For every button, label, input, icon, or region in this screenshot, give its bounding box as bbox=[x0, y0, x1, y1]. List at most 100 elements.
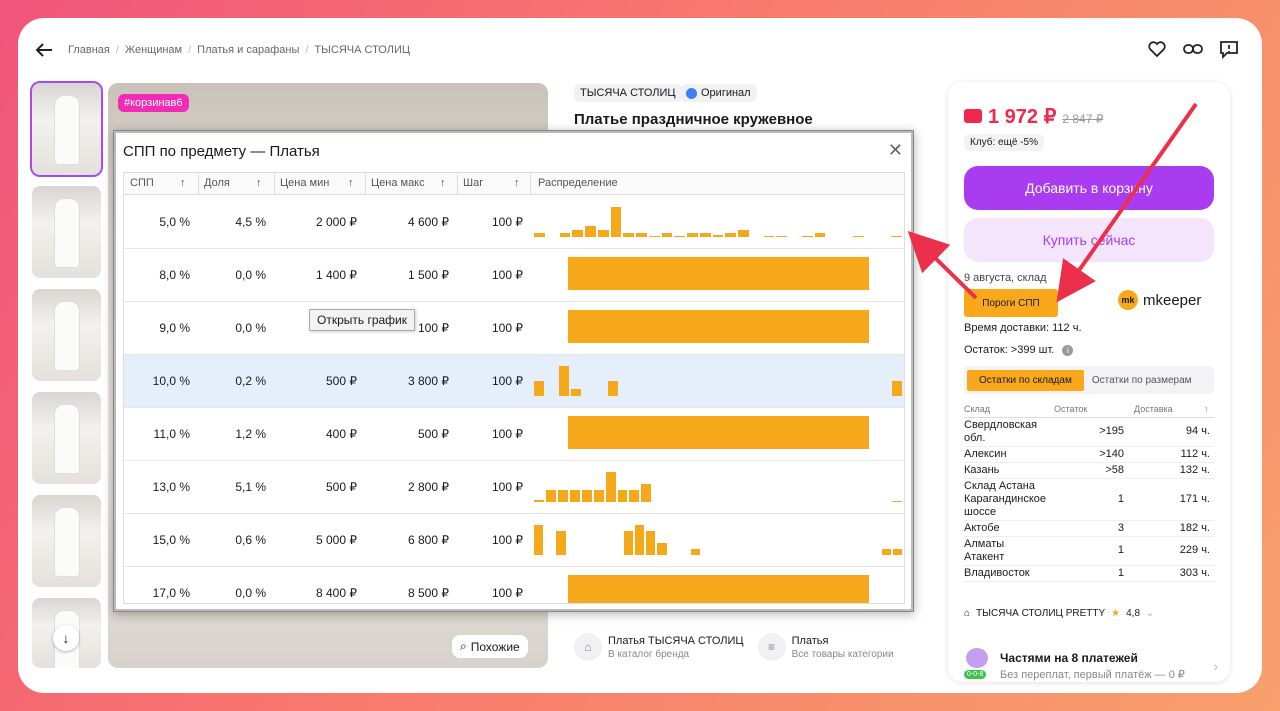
distribution-bar bbox=[623, 233, 635, 237]
spp-thresholds-button[interactable]: Пороги СПП bbox=[964, 289, 1058, 317]
distribution-bar bbox=[648, 235, 660, 237]
breadcrumb-item[interactable]: ТЫСЯЧА СТОЛИЦ bbox=[314, 44, 410, 56]
table-row: Алексин >140 112 ч. bbox=[964, 447, 1214, 463]
store-icon: ⌂ bbox=[964, 608, 971, 619]
breadcrumb-item[interactable]: Главная bbox=[68, 44, 110, 56]
thumbnail[interactable] bbox=[32, 186, 101, 278]
price-block: 1 972 ₽ 2 847 ₽ bbox=[964, 104, 1103, 129]
top-actions bbox=[1146, 38, 1240, 60]
distribution-bar bbox=[892, 501, 902, 502]
buy-now-button[interactable]: Купить сейчас bbox=[964, 218, 1214, 262]
table-row[interactable]: 8,0 % 0,0 % 1 400 ₽ 1 500 ₽ 100 ₽ bbox=[124, 249, 904, 302]
distribution-bar bbox=[608, 381, 619, 396]
table-row[interactable]: 10,0 % 0,2 % 500 ₽ 3 800 ₽ 100 ₽ bbox=[124, 355, 904, 408]
distribution-bar bbox=[568, 416, 869, 449]
check-badge-icon bbox=[686, 87, 697, 99]
spp-cell: 11,0 % bbox=[153, 427, 190, 441]
link-icon[interactable] bbox=[1182, 38, 1204, 60]
table-header: СПП ↑ Доля ↑ Цена мин ↑ Цена макс ↑ Шаг … bbox=[124, 173, 904, 195]
table-row[interactable]: 11,0 % 1,2 % 400 ₽ 500 ₽ 100 ₽ bbox=[124, 408, 904, 461]
table-row[interactable]: 15,0 % 0,6 % 5 000 ₽ 6 800 ₽ 100 ₽ bbox=[124, 514, 904, 567]
step-cell: 100 ₽ bbox=[492, 427, 523, 441]
tab-warehouses[interactable]: Остатки по складам bbox=[967, 369, 1084, 391]
distribution-bar bbox=[636, 233, 647, 237]
installments-icon: 0-0-8 bbox=[964, 648, 990, 684]
thumbnail[interactable] bbox=[30, 81, 103, 177]
col-header-step[interactable]: Шаг bbox=[463, 177, 484, 189]
mkeeper-icon: mk bbox=[1118, 290, 1138, 310]
similar-button[interactable]: ⌕ Похожие bbox=[452, 635, 528, 658]
brand-tag[interactable]: ТЫСЯЧА СТОЛИЦ bbox=[574, 84, 682, 102]
distribution-bar bbox=[569, 490, 580, 502]
sort-icon[interactable]: ↑ bbox=[440, 177, 446, 189]
col-header-share[interactable]: Доля bbox=[204, 177, 230, 189]
min-price-cell: 500 ₽ bbox=[326, 480, 357, 494]
mkeeper-logo[interactable]: mk mkeeper bbox=[1118, 290, 1201, 310]
share-cell: 0,0 % bbox=[235, 268, 266, 282]
share-cell: 4,5 % bbox=[235, 215, 266, 229]
col-header-distribution[interactable]: Распределение bbox=[538, 177, 618, 189]
breadcrumb-item[interactable]: Платья и сарафаны bbox=[197, 44, 300, 56]
warehouse-table: Склад Остаток Доставка ↑ Свердловская об… bbox=[964, 404, 1214, 582]
installments-block[interactable]: 0-0-8 Частями на 8 платежей Без переплат… bbox=[964, 648, 1218, 684]
seller-info[interactable]: ⌂ ТЫСЯЧА СТОЛИЦ PRETTY ★ 4,8 ⌄ bbox=[964, 608, 1155, 619]
col-header-min[interactable]: Цена мин bbox=[280, 177, 330, 189]
sort-icon[interactable]: ↑ bbox=[180, 177, 186, 189]
max-price-cell: 8 500 ₽ bbox=[408, 586, 449, 600]
report-icon[interactable] bbox=[1218, 38, 1240, 60]
breadcrumb: Главная / Женщинам / Платья и сарафаны /… bbox=[68, 44, 410, 56]
dress-photo bbox=[54, 198, 80, 268]
tab-sizes[interactable]: Остатки по размерам bbox=[1091, 374, 1192, 386]
sort-icon[interactable]: ↑ bbox=[348, 177, 354, 189]
original-badge: Оригинал bbox=[680, 84, 757, 102]
category-link[interactable]: ≡ Платья Все товары категории bbox=[757, 633, 894, 661]
distribution-bar bbox=[891, 381, 902, 396]
step-cell: 100 ₽ bbox=[492, 586, 523, 600]
scroll-down-icon[interactable]: ↓ bbox=[53, 625, 79, 651]
distribution-bar bbox=[559, 233, 571, 237]
heart-icon[interactable] bbox=[1146, 38, 1168, 60]
brand-catalog-link[interactable]: ⌂ Платья ТЫСЯЧА СТОЛИЦ В каталог бренда bbox=[574, 633, 744, 661]
table-row[interactable]: 13,0 % 5,1 % 500 ₽ 2 800 ₽ 100 ₽ bbox=[124, 461, 904, 514]
spp-cell: 10,0 % bbox=[152, 374, 190, 388]
distribution-bar bbox=[657, 543, 667, 555]
info-icon[interactable]: i bbox=[1062, 344, 1074, 356]
thumbnail[interactable] bbox=[32, 392, 101, 484]
distribution-bar bbox=[571, 388, 582, 396]
thumbnail[interactable] bbox=[32, 289, 101, 381]
min-price-cell: 500 ₽ bbox=[326, 374, 357, 388]
promo-tag: #корзинав6 bbox=[118, 94, 189, 112]
distribution-bar bbox=[572, 229, 584, 237]
table-row[interactable]: 9,0 % 0,0 % 100 ₽ 100 ₽ bbox=[124, 302, 904, 355]
sort-icon[interactable]: ↑ bbox=[256, 177, 262, 189]
open-chart-tooltip[interactable]: Открыть график bbox=[309, 309, 416, 331]
col-header-max[interactable]: Цена макс bbox=[371, 177, 425, 189]
spp-cell: 5,0 % bbox=[159, 215, 190, 229]
sort-icon[interactable]: ↑ bbox=[514, 177, 520, 189]
thumbnail[interactable] bbox=[32, 495, 101, 587]
spp-cell: 8,0 % bbox=[159, 268, 190, 282]
current-price: 1 972 ₽ bbox=[988, 106, 1057, 128]
distribution-bar bbox=[534, 525, 544, 555]
back-arrow-icon[interactable] bbox=[34, 40, 56, 62]
distribution-bar bbox=[852, 235, 864, 237]
distribution-bar bbox=[558, 366, 569, 396]
distribution-bar bbox=[881, 549, 891, 555]
sort-icon[interactable]: ↑ bbox=[1204, 404, 1209, 414]
distribution-bar bbox=[593, 490, 604, 502]
add-to-cart-button[interactable]: Добавить в корзину bbox=[964, 166, 1214, 210]
table-row: Актобе 3 182 ч. bbox=[964, 521, 1214, 537]
col-header-spp[interactable]: СПП bbox=[130, 177, 154, 189]
distribution-bar bbox=[534, 381, 545, 396]
search-icon: ⌕ bbox=[460, 639, 467, 653]
min-price-cell: 1 400 ₽ bbox=[316, 268, 357, 282]
close-icon[interactable]: ✕ bbox=[887, 140, 903, 160]
stock-info: Остаток: >399 шт. i bbox=[964, 344, 1074, 356]
table-row[interactable]: 17,0 % 0,0 % 8 400 ₽ 8 500 ₽ 100 ₽ bbox=[124, 567, 904, 603]
step-cell: 100 ₽ bbox=[492, 215, 523, 229]
club-badge[interactable]: Клуб: ещё -5% bbox=[964, 134, 1044, 151]
distribution-bar bbox=[557, 490, 568, 502]
table-row[interactable]: 5,0 % 4,5 % 2 000 ₽ 4 600 ₽ 100 ₽ bbox=[124, 196, 904, 249]
breadcrumb-item[interactable]: Женщинам bbox=[124, 44, 183, 56]
distribution-bar bbox=[725, 233, 737, 237]
